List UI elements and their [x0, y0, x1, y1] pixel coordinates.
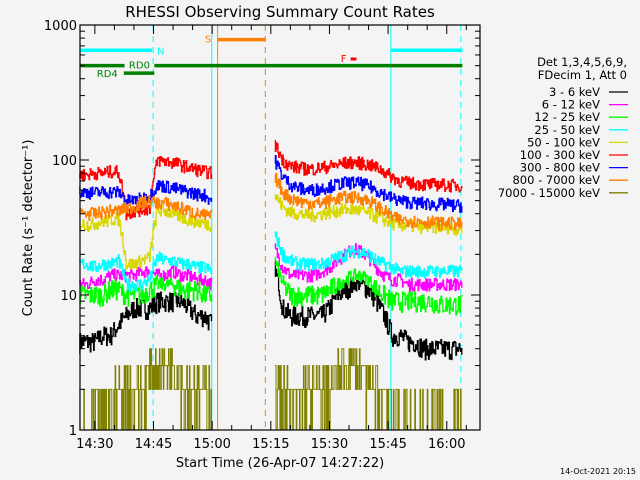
series-line-300-800keV	[79, 154, 463, 213]
x-tick-label: 15:15	[252, 437, 289, 452]
series-line-12-25keV	[79, 256, 463, 316]
y-tick-label: 1000	[44, 19, 77, 34]
series-group	[79, 139, 463, 431]
series-line-800-7000keV	[79, 172, 463, 231]
y-tick-label: 1	[69, 424, 77, 439]
x-tick-label: 14:45	[135, 437, 172, 452]
x-axis-label: Start Time (26-Apr-07 14:27:22)	[176, 456, 384, 471]
annotation-label-F: F	[341, 54, 347, 65]
footer-timestamp: 14-Oct-2021 20:15	[560, 467, 636, 476]
x-tick-label: 15:30	[311, 437, 348, 452]
annotation-label-RD0: RD0	[129, 61, 150, 72]
legend-label: 300 - 800 keV	[520, 161, 600, 175]
chart-title: RHESSI Observing Summary Count Rates	[125, 3, 435, 21]
legend-header: FDecim 1, Att 0	[538, 68, 627, 82]
y-tick-label: 10	[60, 289, 77, 304]
plot-frame	[79, 24, 481, 431]
series-line-3-6keV	[79, 261, 463, 361]
y-axis-label: Count Rate (s⁻¹ detector⁻¹)	[21, 140, 36, 317]
legend-label: 12 - 25 keV	[534, 110, 600, 124]
annotation-label-RD4: RD4	[97, 69, 118, 80]
y-tick-label: 100	[52, 154, 77, 169]
annotation-label-N: N	[157, 46, 164, 57]
axes: 1 10 100 1000 14:30 14:45 15:00 15:15 15:30 15:45…	[44, 19, 480, 452]
x-tick-label: 15:00	[193, 437, 230, 452]
series-line-6-12keV	[79, 243, 463, 292]
x-tick-label: 15:45	[369, 437, 406, 452]
legend-label: 100 - 300 keV	[520, 148, 600, 162]
annotation-label-S: S	[205, 35, 211, 46]
legend-label: 6 - 12 keV	[542, 98, 600, 112]
legend-label: 50 - 100 keV	[527, 135, 600, 149]
series-line-25-50keV	[79, 231, 463, 292]
annotation-bars: N S F RD0 RD4	[80, 35, 463, 80]
legend-label: 800 - 7000 keV	[512, 173, 600, 187]
series-line-7000-15000keV	[79, 348, 463, 431]
legend-label: 25 - 50 keV	[534, 123, 600, 137]
legend-label: 7000 - 15000 keV	[498, 186, 600, 200]
legend-header: Det 1,3,4,5,6,9,	[537, 55, 627, 69]
legend-label: 3 - 6 keV	[549, 85, 600, 99]
legend: Det 1,3,4,5,6,9,FDecim 1, Att 0 3 - 6 keV…	[498, 55, 628, 200]
x-tick-label: 14:30	[76, 437, 113, 452]
x-tick-label: 16:00	[428, 437, 465, 452]
